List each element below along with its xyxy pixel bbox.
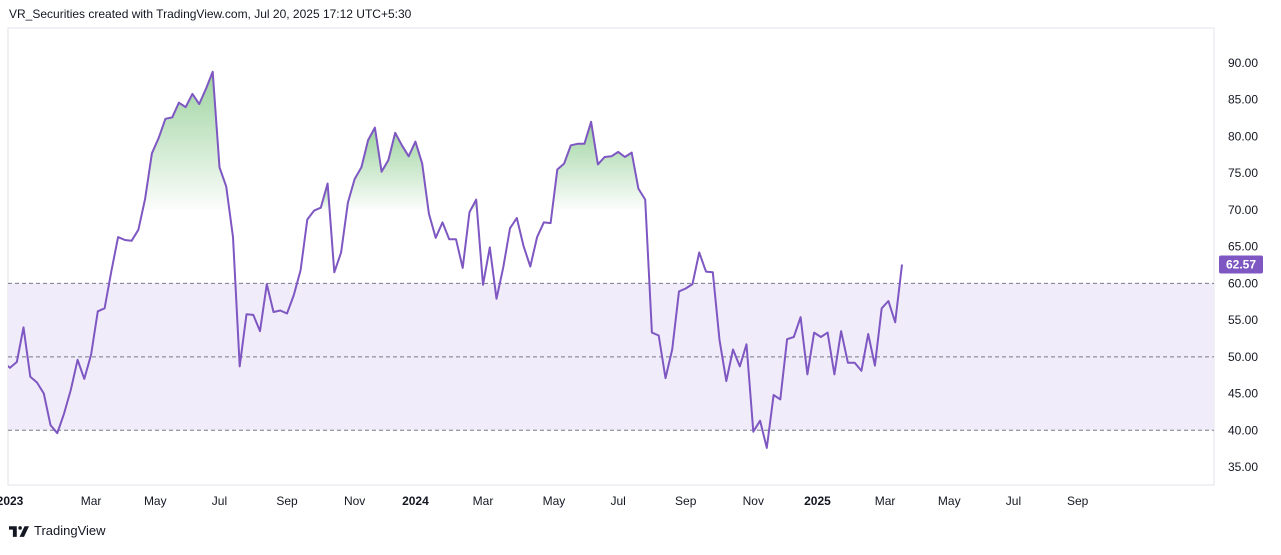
plot-frame xyxy=(7,27,1215,486)
tradingview-logo-icon xyxy=(9,525,29,537)
x-tick-label: Sep xyxy=(675,494,697,508)
y-tick-label: 45.00 xyxy=(1228,387,1258,401)
chart-attribution: VR_Securities created with TradingView.c… xyxy=(9,7,412,21)
overbought-fill xyxy=(552,121,646,210)
footer-brand-label: TradingView xyxy=(34,523,106,538)
x-tick-label: Jul xyxy=(610,494,625,508)
x-tick-label: Sep xyxy=(276,494,298,508)
y-tick-label: 75.00 xyxy=(1228,166,1258,180)
y-tick-label: 60.00 xyxy=(1228,276,1258,290)
y-tick-label: 55.00 xyxy=(1228,313,1258,327)
footer-brand[interactable]: TradingView xyxy=(9,523,106,538)
x-tick-label: May xyxy=(144,494,167,508)
x-tick-label: May xyxy=(938,494,961,508)
x-tick-label: Mar xyxy=(81,494,102,508)
x-tick-label: May xyxy=(543,494,566,508)
last-value-label: 62.57 xyxy=(1226,257,1256,271)
overbought-fill xyxy=(142,71,230,210)
rsi-line xyxy=(8,70,903,449)
y-tick-label: 35.00 xyxy=(1228,460,1258,474)
overbought-fill xyxy=(346,127,429,210)
y-tick-label: 40.00 xyxy=(1228,423,1258,437)
y-tick-label: 90.00 xyxy=(1228,56,1258,70)
y-tick-label: 85.00 xyxy=(1228,93,1258,107)
x-tick-label: Jul xyxy=(212,494,227,508)
x-tick-label: 2023 xyxy=(0,494,24,508)
x-tick-label: Nov xyxy=(743,494,764,508)
x-tick-label: 2024 xyxy=(402,494,429,508)
x-tick-label: Nov xyxy=(344,494,365,508)
x-tick-label: Jul xyxy=(1006,494,1021,508)
y-tick-label: 70.00 xyxy=(1228,203,1258,217)
x-tick-label: Mar xyxy=(875,494,896,508)
y-tick-label: 65.00 xyxy=(1228,240,1258,254)
x-tick-label: Sep xyxy=(1067,494,1089,508)
y-tick-label: 80.00 xyxy=(1228,129,1258,143)
x-tick-label: Mar xyxy=(473,494,494,508)
last-value-badge xyxy=(1219,255,1263,274)
y-tick-label: 50.00 xyxy=(1228,350,1258,364)
x-tick-label: 2025 xyxy=(804,494,831,508)
